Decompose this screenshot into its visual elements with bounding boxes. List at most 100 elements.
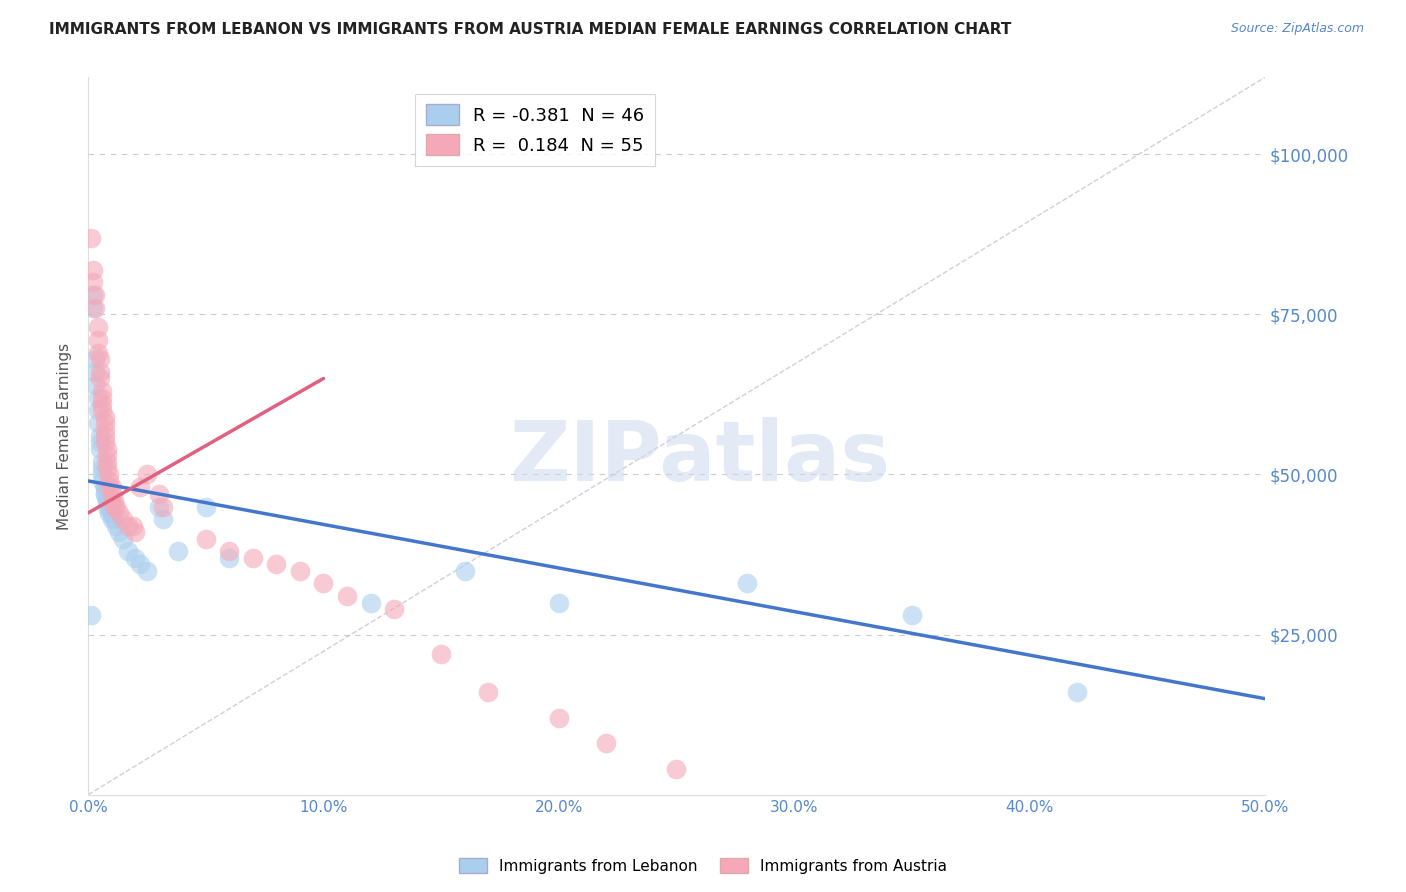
Point [82, 288, 104, 302]
Point [84, 365, 107, 379]
Point [100, 512, 122, 526]
Point [477, 685, 499, 699]
Point [98, 474, 121, 488]
Text: Source: ZipAtlas.com: Source: ZipAtlas.com [1230, 22, 1364, 36]
Point [98, 467, 121, 482]
Point [96, 500, 118, 514]
Point [100, 486, 122, 500]
Point [98, 506, 121, 520]
Point [93, 480, 115, 494]
Point [91, 397, 114, 411]
Point [382, 602, 405, 616]
Point [86, 346, 108, 360]
Point [86, 320, 108, 334]
Point [117, 544, 139, 558]
Point [93, 423, 115, 437]
Point [93, 417, 115, 431]
Point [121, 518, 143, 533]
Point [105, 500, 128, 514]
Point [89, 442, 111, 456]
Point [91, 461, 114, 475]
Point [112, 512, 135, 526]
Point [100, 480, 122, 494]
Point [105, 518, 128, 533]
Y-axis label: Median Female Earnings: Median Female Earnings [58, 343, 72, 530]
Point [103, 493, 125, 508]
Point [166, 544, 188, 558]
Point [89, 371, 111, 385]
Point [91, 474, 114, 488]
Point [136, 467, 159, 482]
Point [96, 461, 118, 475]
Point [96, 442, 118, 456]
Point [547, 711, 569, 725]
Point [89, 352, 111, 367]
Point [86, 333, 108, 347]
Point [218, 550, 240, 565]
Point [91, 403, 114, 417]
Point [112, 532, 135, 546]
Point [336, 589, 359, 603]
Point [547, 596, 569, 610]
Point [93, 480, 115, 494]
Point [129, 480, 152, 494]
Point [98, 480, 121, 494]
Point [266, 557, 288, 571]
Point [91, 391, 114, 405]
Point [91, 455, 114, 469]
Point [96, 493, 118, 508]
Point [665, 762, 688, 776]
Point [98, 500, 121, 514]
Point [454, 564, 477, 578]
Point [107, 506, 129, 520]
Point [194, 500, 217, 514]
Point [96, 455, 118, 469]
Point [148, 486, 170, 500]
Point [152, 512, 174, 526]
Point [86, 417, 108, 431]
Point [124, 525, 146, 540]
Point [93, 429, 115, 443]
Point [152, 500, 174, 514]
Point [93, 486, 115, 500]
Point [117, 518, 139, 533]
Point [312, 576, 335, 591]
Point [129, 557, 152, 571]
Point [84, 352, 107, 367]
Point [218, 544, 240, 558]
Point [84, 301, 107, 315]
Point [93, 409, 115, 424]
Point [136, 564, 159, 578]
Text: ZIPatlas: ZIPatlas [509, 417, 890, 498]
Point [86, 391, 108, 405]
Point [1066, 685, 1088, 699]
Point [242, 550, 264, 565]
Point [86, 403, 108, 417]
Point [100, 493, 122, 508]
Point [103, 500, 125, 514]
Point [360, 596, 382, 610]
Point [96, 493, 118, 508]
Point [148, 500, 170, 514]
Point [96, 448, 118, 462]
Legend: Immigrants from Lebanon, Immigrants from Austria: Immigrants from Lebanon, Immigrants from… [453, 852, 953, 880]
Point [93, 486, 115, 500]
Point [100, 506, 122, 520]
Point [430, 647, 453, 661]
Point [89, 435, 111, 450]
Point [82, 262, 104, 277]
Point [124, 550, 146, 565]
Point [595, 736, 617, 750]
Point [89, 365, 111, 379]
Point [93, 435, 115, 450]
Point [288, 564, 311, 578]
Point [901, 608, 924, 623]
Point [82, 276, 104, 290]
Point [84, 288, 107, 302]
Point [91, 467, 114, 482]
Point [79, 230, 101, 244]
Point [194, 532, 217, 546]
Legend: R = -0.381  N = 46, R =  0.184  N = 55: R = -0.381 N = 46, R = 0.184 N = 55 [415, 94, 655, 166]
Point [107, 525, 129, 540]
Point [91, 384, 114, 399]
